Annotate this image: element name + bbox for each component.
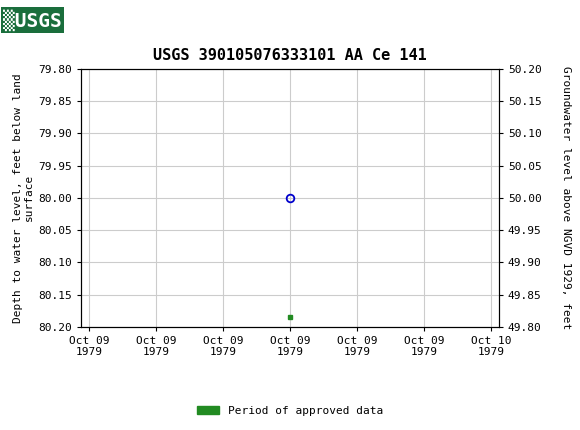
Legend: Period of approved data: Period of approved data xyxy=(193,401,387,420)
Title: USGS 390105076333101 AA Ce 141: USGS 390105076333101 AA Ce 141 xyxy=(153,49,427,64)
Text: ▒USGS: ▒USGS xyxy=(3,9,61,31)
Bar xyxy=(0,0,35,40)
Y-axis label: Depth to water level, feet below land
surface: Depth to water level, feet below land su… xyxy=(13,73,34,322)
Y-axis label: Groundwater level above NGVD 1929, feet: Groundwater level above NGVD 1929, feet xyxy=(561,66,571,329)
